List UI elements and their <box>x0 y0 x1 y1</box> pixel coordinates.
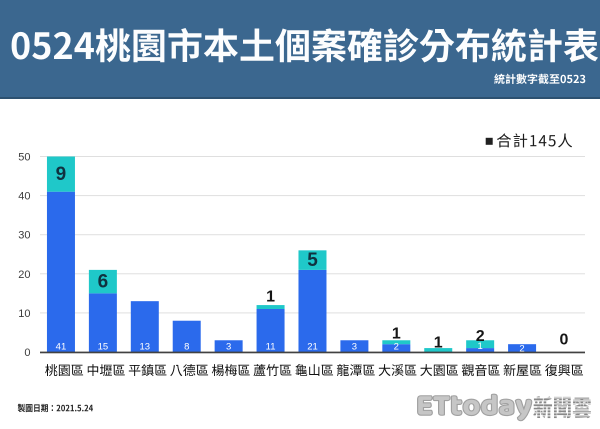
svg-text:8: 8 <box>184 342 189 353</box>
svg-text:41: 41 <box>56 342 67 353</box>
svg-text:30: 30 <box>18 230 30 242</box>
svg-text:3: 3 <box>226 342 231 353</box>
svg-text:1: 1 <box>478 341 483 352</box>
svg-text:5: 5 <box>307 250 318 271</box>
svg-text:40: 40 <box>18 191 30 203</box>
svg-text:0: 0 <box>24 347 30 359</box>
svg-text:1: 1 <box>434 334 443 351</box>
svg-text:1: 1 <box>392 326 401 343</box>
svg-text:9: 9 <box>56 164 67 185</box>
svg-text:2: 2 <box>476 328 485 345</box>
svg-text:3: 3 <box>352 342 357 353</box>
svg-text:6: 6 <box>98 272 109 293</box>
svg-text:2: 2 <box>394 342 399 353</box>
svg-text:0: 0 <box>560 332 569 349</box>
svg-text:15: 15 <box>98 342 109 353</box>
svg-text:20: 20 <box>18 269 30 281</box>
svg-text:13: 13 <box>140 342 151 353</box>
svg-text:21: 21 <box>307 342 318 353</box>
svg-text:1: 1 <box>266 289 275 306</box>
svg-text:50: 50 <box>18 151 30 163</box>
svg-text:2: 2 <box>519 344 524 355</box>
svg-text:11: 11 <box>266 342 276 353</box>
svg-text:10: 10 <box>18 308 30 320</box>
